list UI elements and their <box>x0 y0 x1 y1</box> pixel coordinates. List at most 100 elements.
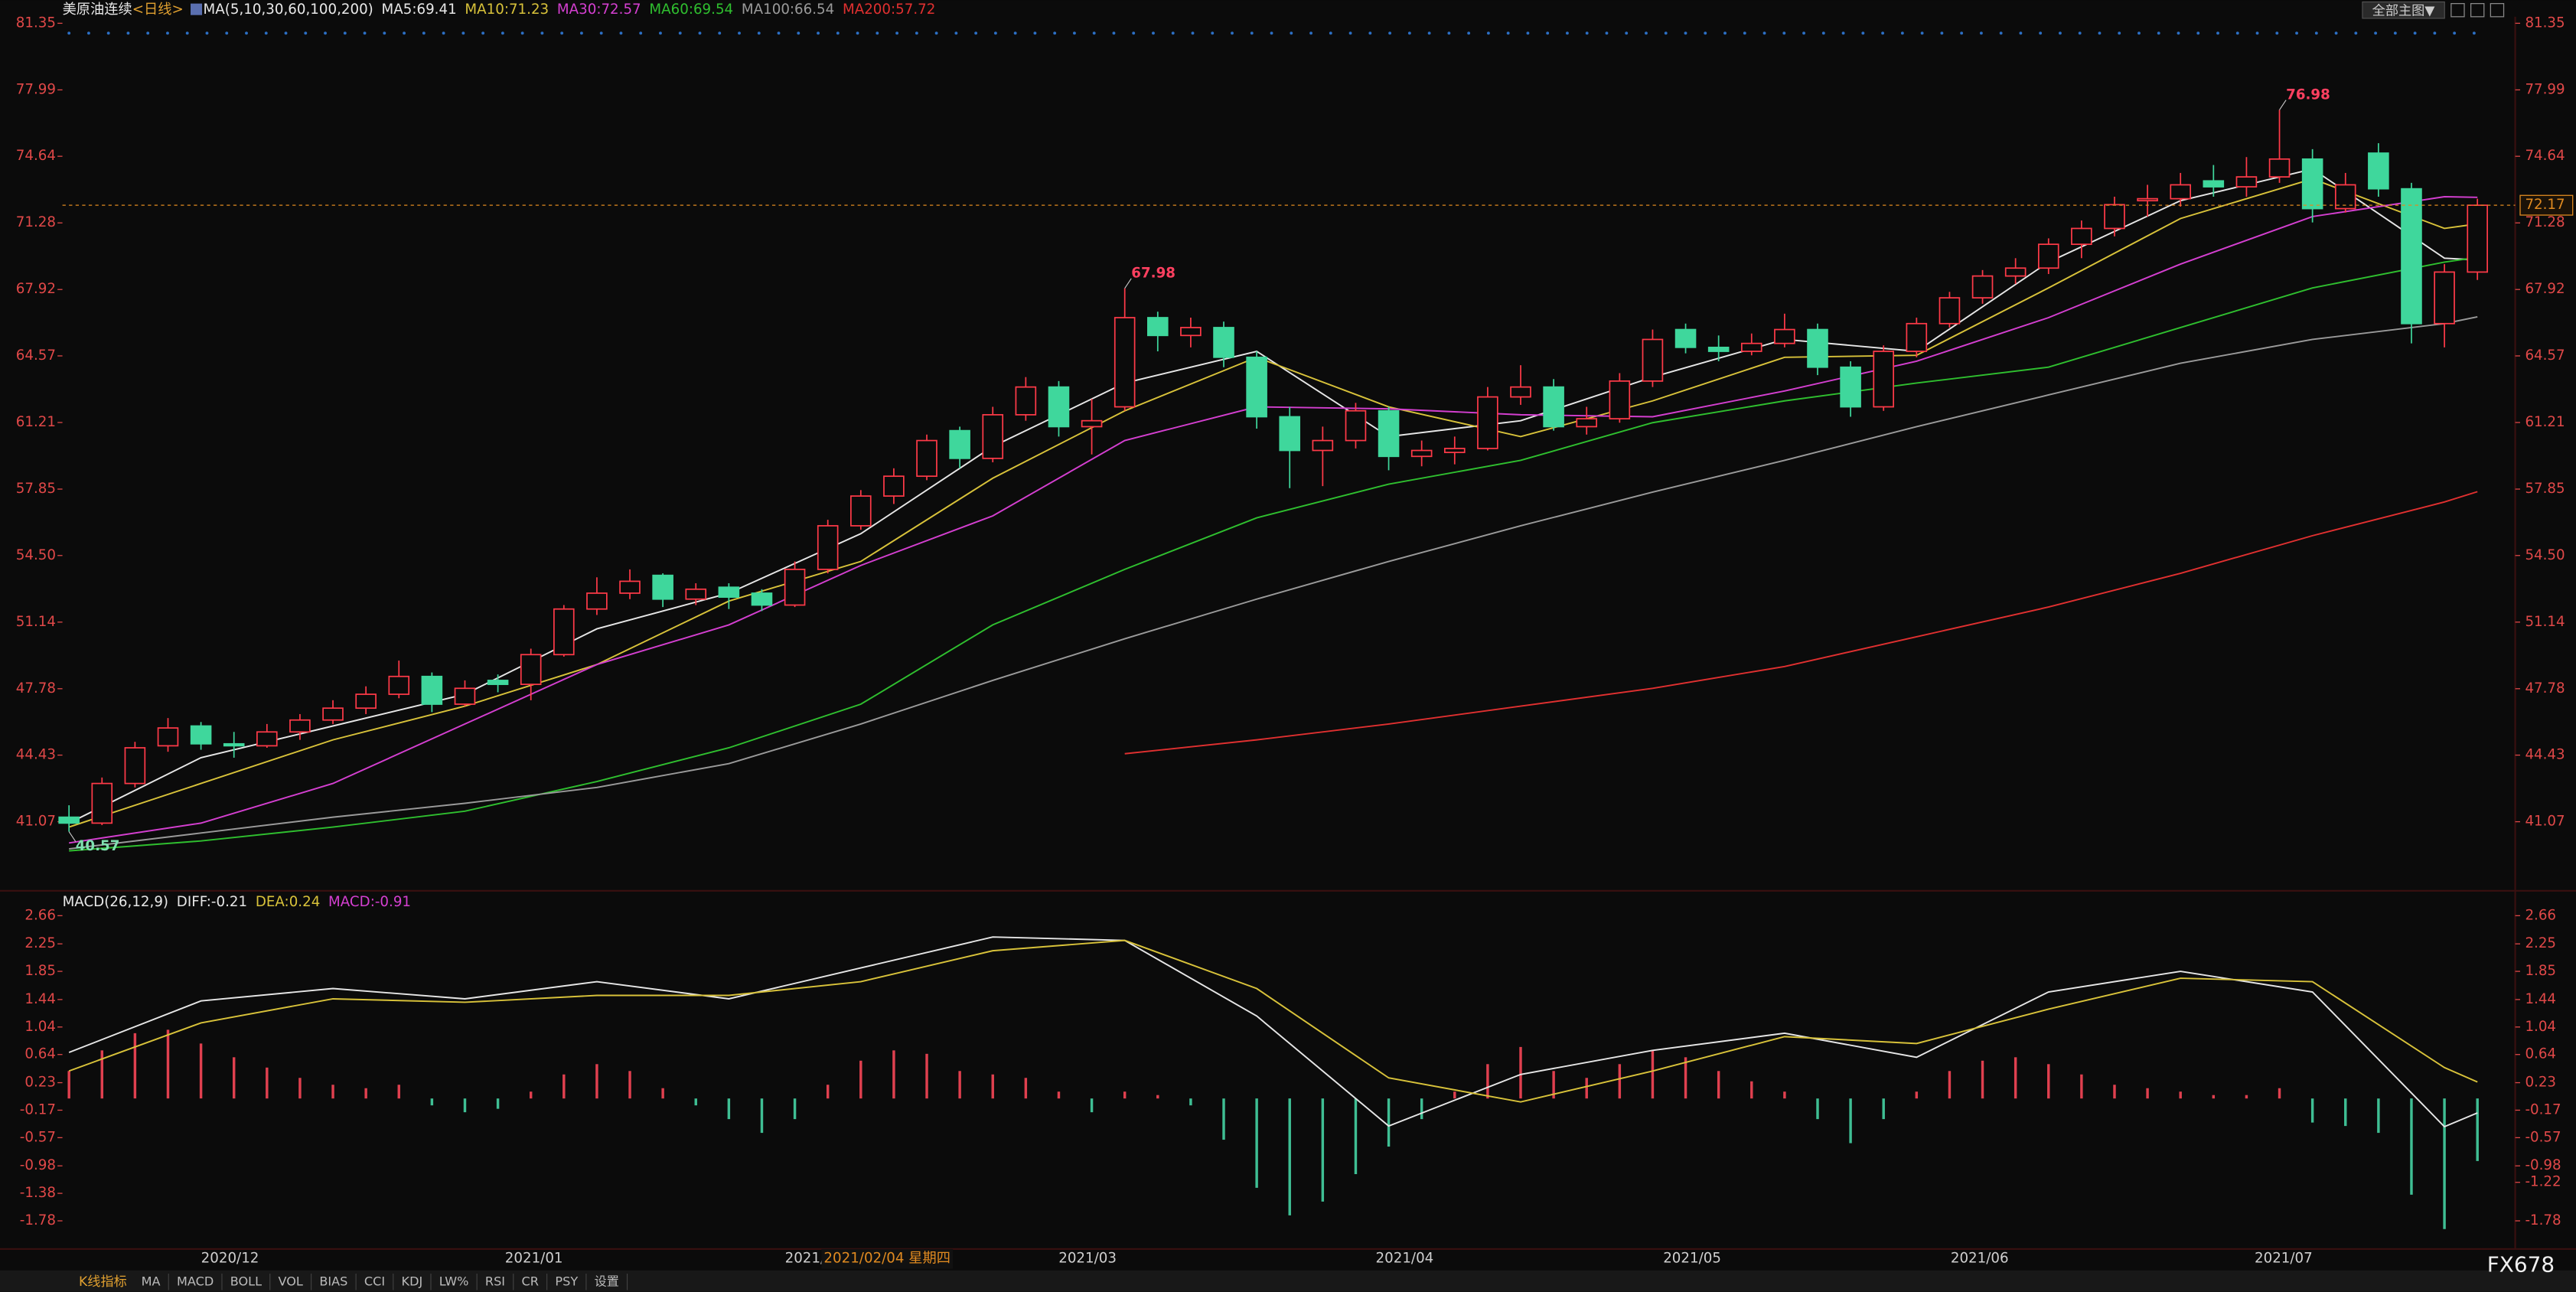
window-icon[interactable] <box>2490 3 2505 18</box>
toolbar-tab[interactable]: BOLL <box>230 1274 262 1288</box>
candle-body <box>982 414 1004 459</box>
y-tick-label: 61.21 <box>2525 414 2565 430</box>
window-icon[interactable] <box>2450 3 2465 18</box>
indicator-dot <box>1526 31 1530 35</box>
indicator-tab[interactable]: K线指标 <box>79 1274 127 1290</box>
indicator-dot <box>1132 31 1136 35</box>
indicator-dot <box>363 31 367 35</box>
toolbar-tab[interactable]: BIAS <box>319 1274 347 1288</box>
indicator-dot <box>1585 31 1589 35</box>
candle-body <box>1576 418 1598 428</box>
toolbar-tab[interactable]: CCI <box>364 1274 385 1288</box>
candle-body <box>388 675 410 695</box>
candle-body <box>1971 275 1994 299</box>
ma-line <box>1124 491 2478 755</box>
indicator-dot <box>403 31 406 35</box>
toolbar-tab[interactable]: RSI <box>485 1274 505 1288</box>
indicator-dot <box>324 31 327 35</box>
candle-body <box>2268 158 2291 178</box>
indicator-dot <box>895 31 899 35</box>
indicator-dot <box>1112 31 1116 35</box>
legend-entry: 美原油连续 <box>63 2 132 18</box>
indicator-dot <box>1940 31 1944 35</box>
candle-body <box>2037 243 2059 269</box>
y-tick-label: 1.04 <box>2525 1019 2556 1035</box>
y-tick-label: 1.44 <box>2525 991 2556 1007</box>
indicator-dot <box>817 31 820 35</box>
candle-body <box>1213 327 1234 358</box>
indicator-dot <box>1250 31 1254 35</box>
indicator-dot <box>1605 31 1609 35</box>
indicator-dot <box>185 31 189 35</box>
indicator-dot <box>579 31 583 35</box>
menu-button[interactable] <box>2362 1 2445 19</box>
indicator-dot <box>126 31 130 35</box>
candle-body <box>223 742 245 747</box>
indicator-dot <box>2196 31 2200 35</box>
candle-body <box>190 725 212 745</box>
candle-body <box>652 574 673 600</box>
last-price-label: 72.17 <box>2525 197 2565 213</box>
toolbar-tab[interactable]: LW% <box>439 1274 469 1288</box>
indicator-dot <box>2472 31 2476 35</box>
y-tick-label: 81.35 <box>2525 15 2565 31</box>
x-tick-label: 2021/03 <box>1058 1251 1117 1267</box>
y-tick-label: 44.43 <box>2525 747 2565 763</box>
y-tick-label: 41.07 <box>2525 814 2565 830</box>
toolbar-tab[interactable]: KDJ <box>402 1274 423 1288</box>
window-icon[interactable] <box>2470 3 2485 18</box>
y-tick-label: 71.28 <box>16 214 56 230</box>
toolbar-tab[interactable]: VOL <box>279 1274 303 1288</box>
menu-label[interactable]: 全部主图▼ <box>2372 3 2436 18</box>
candle-body <box>1873 351 1895 408</box>
x-tick-label: 2021/06 <box>1951 1251 2009 1267</box>
y-tick-label: -0.98 <box>20 1157 56 1173</box>
toolbar-tab[interactable]: MA <box>142 1274 161 1288</box>
indicator-dot <box>797 31 801 35</box>
indicator-dot <box>1723 31 1727 35</box>
candle-body <box>1510 386 1531 398</box>
candle-body <box>1609 380 1631 419</box>
extreme-label: 76.98 <box>2286 86 2330 103</box>
indicator-dot <box>1447 31 1451 35</box>
indicator-dot <box>1881 31 1885 35</box>
indicator-dot <box>2078 31 2082 35</box>
toolbar-tab[interactable]: 设置 <box>595 1274 619 1288</box>
indicator-dot <box>1566 31 1569 35</box>
indicator-dot <box>442 31 445 35</box>
crosshair-label: 2021/02/04 星期四 <box>823 1251 951 1267</box>
indicator-dot <box>1664 31 1668 35</box>
indicator-dot <box>757 31 761 35</box>
indicator-dot <box>1329 31 1332 35</box>
toolbar-tab[interactable]: MACD <box>177 1274 214 1288</box>
indicator-dot <box>383 31 386 35</box>
ma-line <box>69 256 2478 852</box>
candle-body <box>916 439 937 478</box>
indicator-dot <box>1900 31 1904 35</box>
legend-entry: <日线> <box>132 2 184 18</box>
indicator-dot <box>343 31 347 35</box>
indicator-dot <box>2354 31 2358 35</box>
y-tick-label: 44.43 <box>16 747 56 763</box>
toolbar-tab[interactable]: PSY <box>555 1274 578 1288</box>
indicator-dot <box>1920 31 1924 35</box>
indicator-dot <box>1546 31 1550 35</box>
indicator-dot <box>619 31 623 35</box>
candle-body <box>2368 152 2389 190</box>
ma-line <box>68 936 2478 1128</box>
toolbar-tab[interactable]: CR <box>522 1274 539 1288</box>
indicator-dot <box>1704 31 1707 35</box>
candle-body <box>1740 342 1762 352</box>
indicator-dot <box>540 31 544 35</box>
indicator-dot <box>1309 31 1312 35</box>
indicator-dot <box>481 31 485 35</box>
y-tick-label: 47.78 <box>16 680 56 697</box>
watermark: FX678 <box>2487 1251 2555 1277</box>
candle-body <box>2467 204 2488 273</box>
y-tick-label: 0.64 <box>2525 1046 2556 1062</box>
candle-body <box>1840 366 1861 408</box>
y-tick-label: 2.25 <box>24 935 56 951</box>
candle-body <box>883 475 905 497</box>
candle-body <box>1147 317 1169 337</box>
indicator-dot <box>1191 31 1195 35</box>
